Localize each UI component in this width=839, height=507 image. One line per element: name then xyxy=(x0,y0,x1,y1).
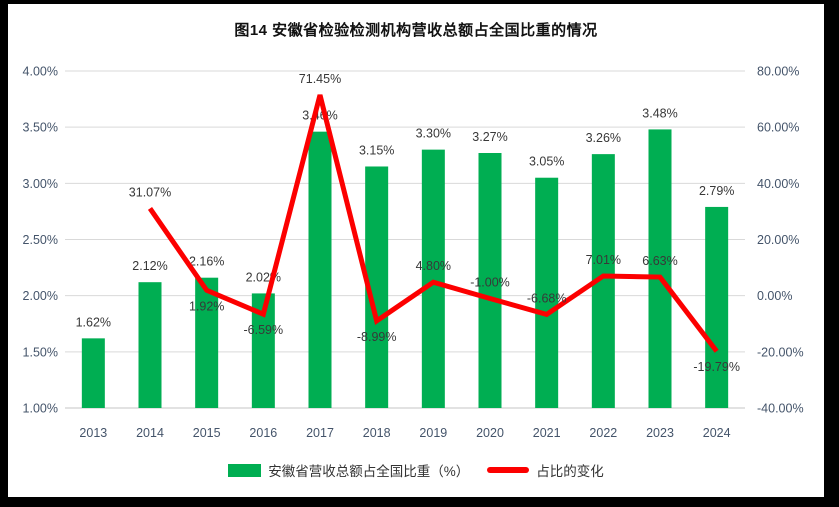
bar-label-2018: 3.15% xyxy=(359,143,394,157)
bar-2015 xyxy=(195,277,219,408)
left-axis-tick: 4.00% xyxy=(23,65,58,79)
x-axis-label: 2018 xyxy=(363,426,391,440)
bar-label-2014: 2.12% xyxy=(132,259,167,273)
line-label-2024: -19.79% xyxy=(693,360,740,374)
right-axis-tick: 40.00% xyxy=(757,177,799,191)
x-axis-label: 2016 xyxy=(249,426,277,440)
bar-2024 xyxy=(705,206,729,408)
bar-label-2020: 3.27% xyxy=(472,130,507,144)
line-label-2021: -6.68% xyxy=(527,291,567,305)
x-axis-label: 2013 xyxy=(79,426,107,440)
bar-2016 xyxy=(251,293,275,408)
bar-2020 xyxy=(478,153,502,408)
right-axis-tick: 20.00% xyxy=(757,233,799,247)
legend-line-swatch-icon xyxy=(487,467,530,473)
line-label-2022: 7.01% xyxy=(586,253,621,267)
bar-label-2013: 1.62% xyxy=(76,315,111,329)
legend-item-line-series: 占比的变化 xyxy=(487,460,604,480)
line-label-2019: 4.80% xyxy=(416,259,451,273)
left-axis-tick: 2.00% xyxy=(23,289,58,303)
x-axis-label: 2019 xyxy=(419,426,447,440)
left-axis-tick: 1.00% xyxy=(23,402,58,416)
line-label-2018: -8.99% xyxy=(357,330,397,344)
bar-label-2024: 2.79% xyxy=(699,184,734,198)
bar-2018 xyxy=(365,166,389,408)
bar-label-2023: 3.48% xyxy=(642,106,677,120)
right-axis-tick: 80.00% xyxy=(757,65,799,79)
right-axis-tick: 60.00% xyxy=(757,121,799,135)
x-axis-label: 2024 xyxy=(703,426,731,440)
left-axis-tick: 3.50% xyxy=(23,121,58,135)
legend-bar-swatch-icon xyxy=(228,463,262,477)
line-label-2020: -1.00% xyxy=(470,275,510,289)
legend-line-label: 占比的变化 xyxy=(536,464,604,479)
right-axis-tick: -40.00% xyxy=(757,402,804,416)
bar-label-2019: 3.30% xyxy=(416,127,451,141)
line-label-2023: 6.63% xyxy=(642,254,677,268)
line-label-2014: 31.07% xyxy=(129,185,171,199)
line-label-2017: 71.45% xyxy=(299,72,341,86)
chart-title: 图14 安徽省检验检测机构营收总额占全国比重的情况 xyxy=(234,22,598,39)
bar-label-2021: 3.05% xyxy=(529,155,564,169)
chart-canvas: 4.00% 80.00% 3.50% 60.00% 3.00% 40.00% 2.50% 20… xyxy=(23,65,804,441)
x-axis-label: 2020 xyxy=(476,426,504,440)
line-series xyxy=(147,94,719,353)
x-axis-label: 2021 xyxy=(533,426,561,440)
legend-bar-label: 安徽省营收总额占全国比重（%） xyxy=(268,464,470,479)
x-axis-label: 2014 xyxy=(136,426,164,440)
line-label-2016: -6.59% xyxy=(244,323,284,337)
bar-2017 xyxy=(308,131,332,408)
bar-label-2017: 3.46% xyxy=(302,109,337,123)
bar-2013 xyxy=(81,338,105,408)
x-axis-label: 2022 xyxy=(589,426,617,440)
right-axis-tick: -20.00% xyxy=(757,345,804,359)
bar-2019 xyxy=(421,149,445,408)
legend-item-bar-series: 安徽省营收总额占全国比重（%） xyxy=(228,460,469,480)
left-axis-tick: 2.50% xyxy=(23,233,58,247)
line-label-2015: 1.92% xyxy=(189,299,224,313)
right-axis-tick: 0.00% xyxy=(757,289,792,303)
left-axis-tick: 1.50% xyxy=(23,345,58,359)
bar-2022 xyxy=(591,154,615,408)
bar-label-2022: 3.26% xyxy=(586,131,621,145)
x-axis-label: 2015 xyxy=(193,426,221,440)
bar-label-2015: 2.16% xyxy=(189,255,224,269)
bar-2021 xyxy=(535,177,559,408)
left-axis-tick: 3.00% xyxy=(23,177,58,191)
bar-2014 xyxy=(138,282,162,408)
x-axis-label: 2017 xyxy=(306,426,334,440)
x-axis-label: 2023 xyxy=(646,426,674,440)
bar-2023 xyxy=(648,129,672,408)
legend: 安徽省营收总额占全国比重（%） 占比的变化 xyxy=(8,460,824,480)
